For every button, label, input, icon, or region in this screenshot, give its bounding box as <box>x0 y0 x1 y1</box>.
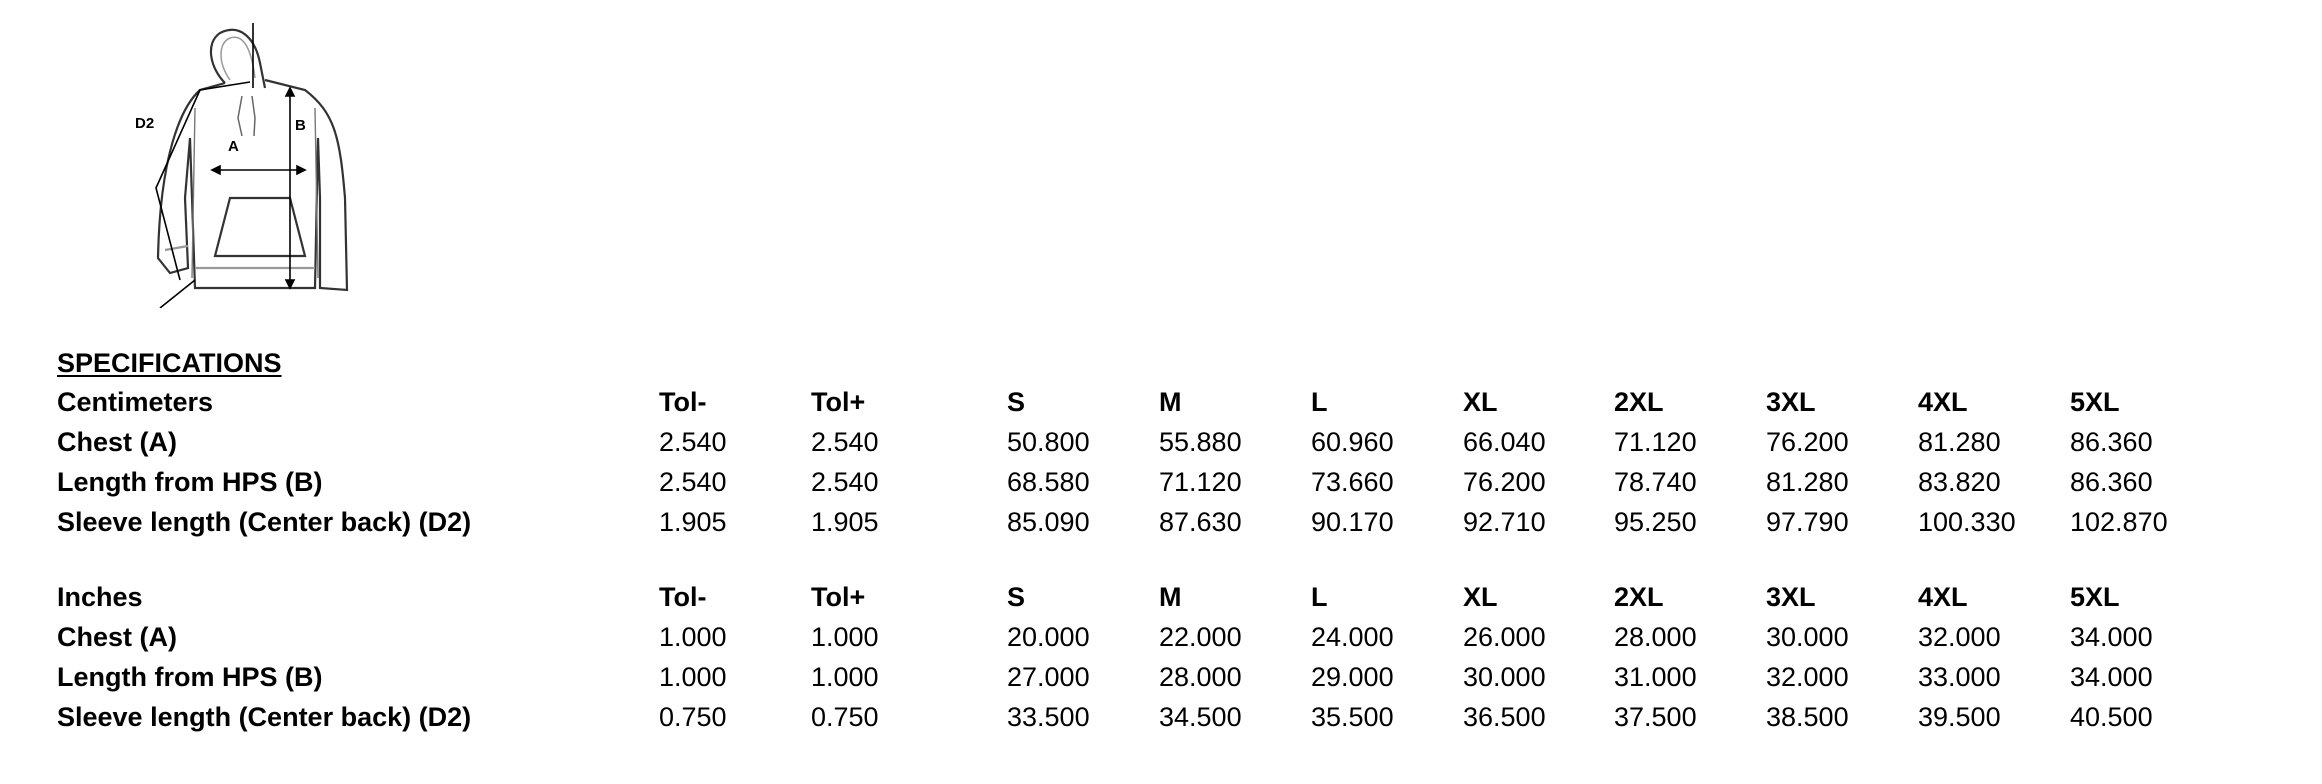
table-cell: 100.330 <box>1918 507 2016 537</box>
column-header: L <box>1311 387 1328 417</box>
table-cell: 27.000 <box>1007 662 1090 692</box>
column-header: L <box>1311 582 1328 612</box>
table-cell: 37.500 <box>1614 702 1697 732</box>
table-cell: 36.500 <box>1463 702 1546 732</box>
table-cell: 50.800 <box>1007 427 1090 457</box>
table-cell: 78.740 <box>1614 467 1697 497</box>
table-cell: 102.870 <box>2070 507 2168 537</box>
table-cell: 28.000 <box>1159 662 1242 692</box>
table-cell: 68.580 <box>1007 467 1090 497</box>
table-cell: 35.500 <box>1311 702 1394 732</box>
table-cell: 1.905 <box>811 507 879 537</box>
table-cell: 81.280 <box>1918 427 2001 457</box>
table-cell: 73.660 <box>1311 467 1394 497</box>
table-cell: 22.000 <box>1159 622 1242 652</box>
table-cell: 83.820 <box>1918 467 2001 497</box>
table-cell: 2.540 <box>659 467 727 497</box>
table-cell: 1.000 <box>811 662 879 692</box>
table-cell: 90.170 <box>1311 507 1394 537</box>
table-cell: 0.750 <box>659 702 727 732</box>
column-header: S <box>1007 582 1026 612</box>
table-cell: 2.540 <box>811 467 879 497</box>
column-header: XL <box>1463 387 1498 417</box>
label-a: A <box>228 138 239 155</box>
table-cell: 66.040 <box>1463 427 1546 457</box>
table-cell: 1.000 <box>811 622 879 652</box>
measurement-label: Chest (A) <box>57 622 177 652</box>
table-cell: 34.000 <box>2070 662 2153 692</box>
measurement-label: Chest (A) <box>57 427 177 457</box>
column-header: Tol- <box>659 582 707 612</box>
column-header: M <box>1159 387 1182 417</box>
table-cell: 60.960 <box>1311 427 1394 457</box>
table-cell: 2.540 <box>811 427 879 457</box>
column-header: Tol+ <box>811 387 866 417</box>
table-cell: 86.360 <box>2070 427 2153 457</box>
column-header: S <box>1007 387 1026 417</box>
table-cell: 33.500 <box>1007 702 1090 732</box>
measurement-label: Length from HPS (B) <box>57 662 323 692</box>
table-cell: 1.000 <box>659 622 727 652</box>
table-cell: 20.000 <box>1007 622 1090 652</box>
table-cell: 26.000 <box>1463 622 1546 652</box>
table-cell: 38.500 <box>1766 702 1849 732</box>
table-cell: 40.500 <box>2070 702 2153 732</box>
table-cell: 34.000 <box>2070 622 2153 652</box>
label-b: B <box>295 117 306 134</box>
table-cell: 24.000 <box>1311 622 1394 652</box>
hoodie-measurement-diagram: D2 A B <box>135 23 349 308</box>
column-header: 4XL <box>1918 582 1968 612</box>
table-cell: 87.630 <box>1159 507 1242 537</box>
column-header: 5XL <box>2070 387 2120 417</box>
table-cell: 0.750 <box>811 702 879 732</box>
table-cell: 71.120 <box>1614 427 1697 457</box>
table-cell: 1.905 <box>659 507 727 537</box>
table-cell: 32.000 <box>1918 622 2001 652</box>
table-cell: 28.000 <box>1614 622 1697 652</box>
column-header: 2XL <box>1614 582 1664 612</box>
column-header: Tol+ <box>811 582 866 612</box>
table-cell: 55.880 <box>1159 427 1242 457</box>
unit-label: Centimeters <box>57 387 214 417</box>
table-cell: 71.120 <box>1159 467 1242 497</box>
table-cell: 33.000 <box>1918 662 2001 692</box>
table-cell: 1.000 <box>659 662 727 692</box>
measurement-label: Length from HPS (B) <box>57 467 323 497</box>
table-cell: 76.200 <box>1463 467 1546 497</box>
column-header: 4XL <box>1918 387 1968 417</box>
table-cell: 92.710 <box>1463 507 1546 537</box>
table-cell: 76.200 <box>1766 427 1849 457</box>
unit-label: Inches <box>57 582 143 612</box>
measurement-label: Sleeve length (Center back) (D2) <box>57 507 472 537</box>
table-cell: 30.000 <box>1766 622 1849 652</box>
table-cell: 32.000 <box>1766 662 1849 692</box>
table-cell: 39.500 <box>1918 702 2001 732</box>
column-header: XL <box>1463 582 1498 612</box>
column-header: 3XL <box>1766 387 1816 417</box>
table-cell: 30.000 <box>1463 662 1546 692</box>
measurement-label: Sleeve length (Center back) (D2) <box>57 702 472 732</box>
table-cell: 81.280 <box>1766 467 1849 497</box>
table-cell: 31.000 <box>1614 662 1697 692</box>
table-cell: 97.790 <box>1766 507 1849 537</box>
table-cell: 86.360 <box>2070 467 2153 497</box>
column-header: 2XL <box>1614 387 1664 417</box>
table-cell: 2.540 <box>659 427 727 457</box>
specifications-title: SPECIFICATIONS <box>57 348 282 378</box>
column-header: 5XL <box>2070 582 2120 612</box>
table-cell: 95.250 <box>1614 507 1697 537</box>
table-cell: 34.500 <box>1159 702 1242 732</box>
label-d2: D2 <box>135 115 154 132</box>
column-header: M <box>1159 582 1182 612</box>
table-cell: 29.000 <box>1311 662 1394 692</box>
column-header: Tol- <box>659 387 707 417</box>
table-cell: 85.090 <box>1007 507 1090 537</box>
column-header: 3XL <box>1766 582 1816 612</box>
